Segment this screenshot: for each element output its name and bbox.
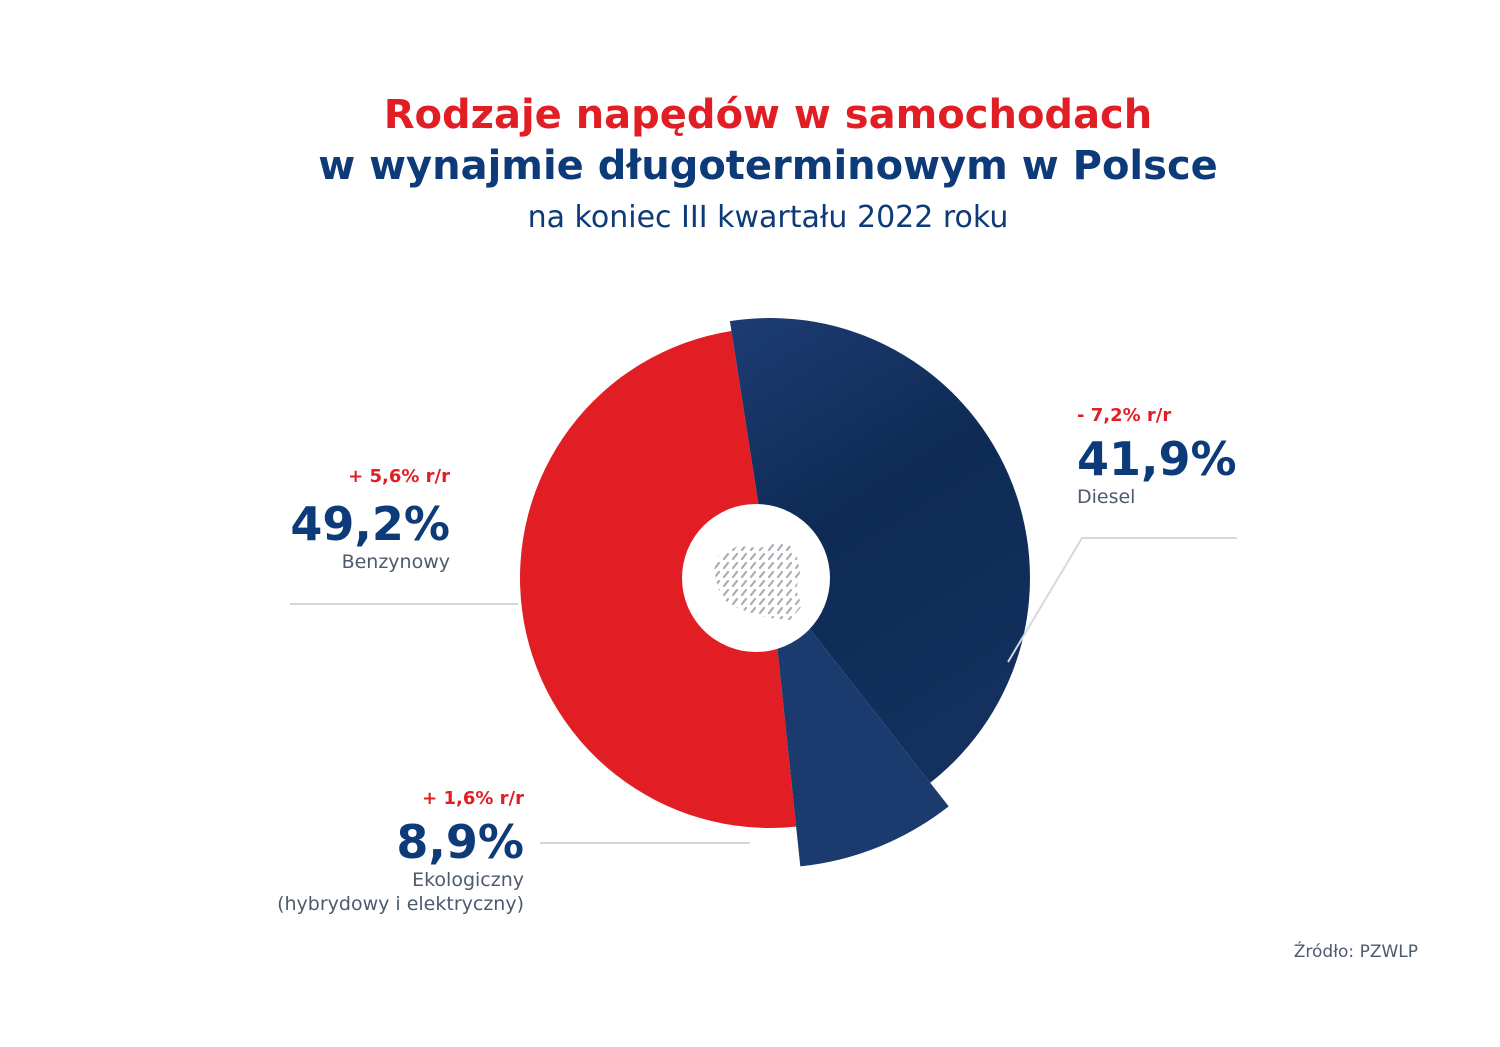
label-diesel: - 7,2% r/r 41,9% Diesel: [1077, 405, 1327, 509]
name-ekologiczny-line2: (hybrydowy i elektryczny): [277, 893, 524, 916]
slice-benzynowy: [519, 330, 797, 829]
name-ekologiczny: Ekologiczny: [412, 868, 524, 891]
chart-title-line2: w wynajmie długoterminowym w Polsce: [318, 143, 1218, 189]
value-benzynowy: 49,2%: [290, 497, 450, 551]
name-benzynowy: Benzynowy: [341, 550, 450, 573]
value-diesel: 41,9%: [1077, 432, 1237, 486]
slice-ekologiczny: [770, 578, 949, 867]
source-note: Źródło: PZWLP: [1293, 942, 1418, 962]
value-ekologiczny: 8,9%: [396, 815, 524, 869]
change-ekologiczny: + 1,6% r/r: [422, 788, 524, 809]
label-ekologiczny: + 1,6% r/r 8,9% Ekologiczny (hybrydowy i…: [224, 788, 524, 917]
pie-center-hole: [682, 504, 830, 652]
name-diesel: Diesel: [1077, 485, 1136, 508]
chart-subtitle: na koniec III kwartału 2022 roku: [527, 200, 1009, 235]
chart-title-line1: Rodzaje napędów w samochodach: [383, 92, 1153, 138]
change-diesel: - 7,2% r/r: [1077, 405, 1172, 426]
leader-line-diesel: [1007, 537, 1237, 663]
slice-diesel: [729, 318, 1030, 783]
change-benzynowy: + 5,6% r/r: [348, 466, 450, 487]
label-benzynowy: + 5,6% r/r 49,2% Benzynowy: [200, 466, 450, 574]
